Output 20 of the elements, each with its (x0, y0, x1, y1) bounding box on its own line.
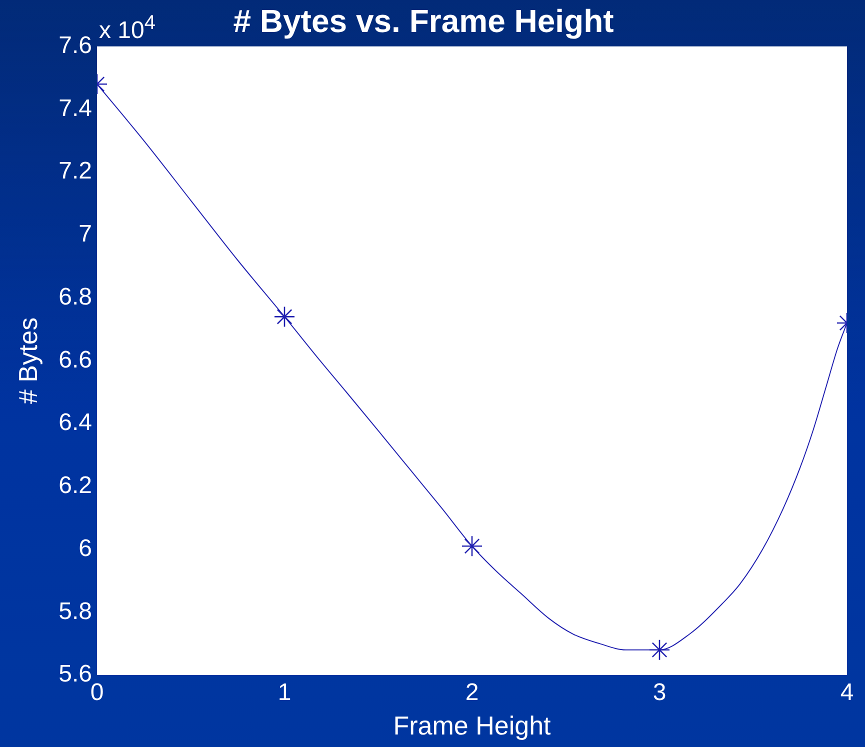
y-tick-label: 6.2 (58, 472, 92, 500)
y-tick-label: 6.8 (58, 283, 92, 310)
x-tick-label: 4 (840, 679, 854, 706)
x-tick-label: 1 (278, 679, 292, 706)
y-tick-label: 5.8 (58, 598, 92, 625)
y-tick-label: 6.4 (58, 409, 92, 436)
x-tick-label: 2 (465, 679, 479, 706)
x-axis-title: Frame Height (393, 710, 552, 741)
y-tick-label: 7.6 (58, 32, 92, 60)
y-axis-title: # Bytes (12, 317, 43, 404)
chart-title: # Bytes vs. Frame Height (233, 3, 614, 40)
y-tick-label: 7.2 (58, 158, 92, 185)
text: x 10$^{4}$ (99, 11, 156, 46)
y-tick-label: 7 (78, 220, 92, 248)
x-tick-label: 0 (90, 679, 104, 706)
y-tick-label: 6.6 (58, 346, 92, 374)
y-tick-label: 7.4 (58, 94, 92, 122)
y-tick-label: 6 (78, 534, 92, 562)
x-tick-label: 3 (652, 679, 666, 706)
y-tick-label: 5.6 (58, 660, 92, 688)
